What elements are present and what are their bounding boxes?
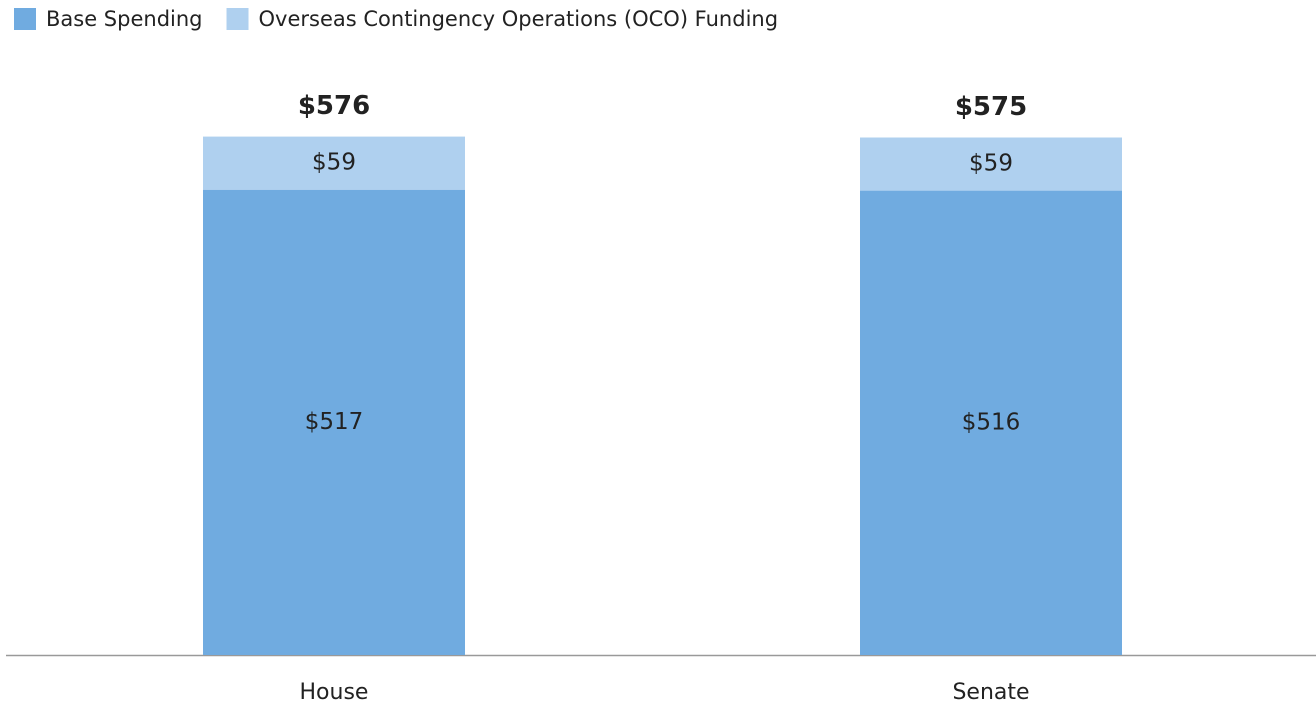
value-label: $517 [305,409,364,435]
legend-swatch [226,8,249,30]
total-label: $576 [298,91,370,121]
bar-segment [860,137,1122,191]
x-tick-label: Senate [952,680,1029,705]
value-label: $59 [969,151,1013,177]
bar-segment [203,189,465,655]
x-tick-label: House [300,680,369,705]
legend-label: Base Spending [46,7,203,31]
bar-segment [203,136,465,190]
value-label: $516 [962,409,1021,435]
value-label: $59 [312,150,356,176]
total-label: $575 [955,92,1027,122]
legend-label: Overseas Contingency Operations (OCO) Fu… [259,7,779,31]
bar-segment [860,190,1122,655]
legend-swatch [14,8,36,30]
